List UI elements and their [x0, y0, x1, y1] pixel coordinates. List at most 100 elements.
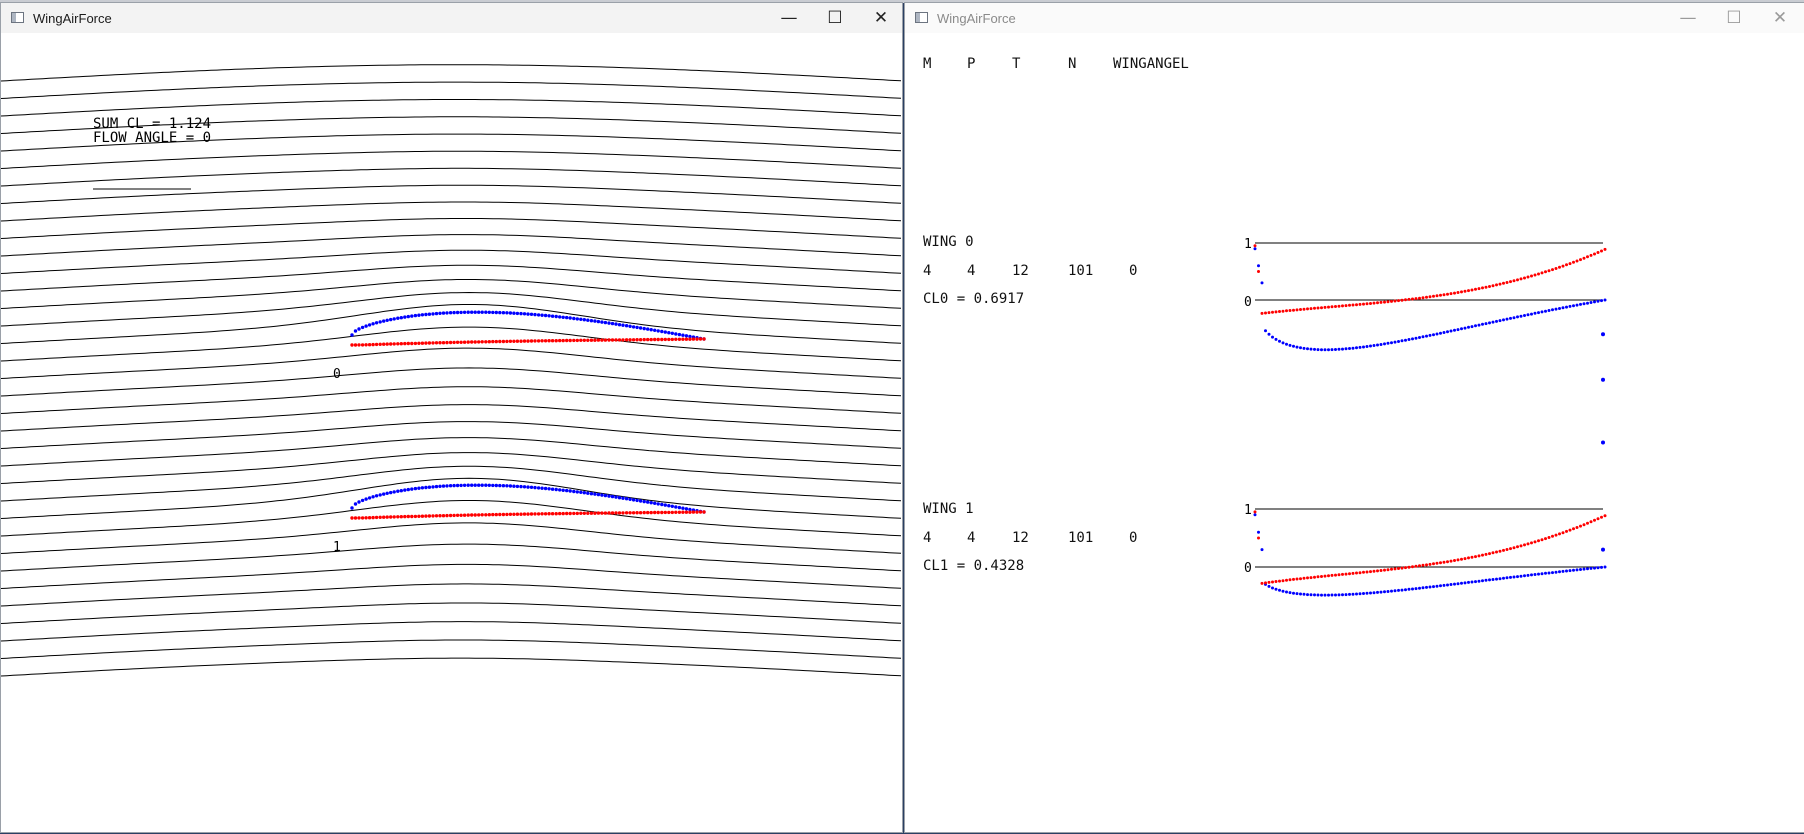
cp-point: [1369, 344, 1372, 348]
cp-point: [1565, 263, 1568, 267]
cp-point: [614, 511, 618, 515]
tick-label-0: 0: [1244, 295, 1252, 310]
cp-point: [1477, 323, 1481, 327]
cp-point: [543, 339, 548, 343]
streamlines: [1, 64, 902, 677]
minimize-button[interactable]: —: [780, 8, 798, 28]
cp-point: [1439, 293, 1442, 297]
cp-point: [1565, 529, 1568, 533]
cp-point: [1274, 580, 1278, 583]
cp-point: [389, 317, 393, 322]
tick-label-1: 1: [1244, 503, 1252, 518]
cp-point: [522, 485, 527, 489]
cp-point: [568, 316, 572, 320]
cp-point: [480, 310, 484, 314]
cp-point: [396, 316, 400, 320]
cp-point: [1327, 574, 1330, 578]
cp-point: [1288, 591, 1292, 595]
cp-point: [459, 513, 463, 517]
cp-point: [1372, 301, 1376, 305]
minimize-button[interactable]: —: [1679, 8, 1697, 28]
cp-point: [1554, 267, 1558, 270]
cp-point: [642, 499, 646, 504]
cp-point: [406, 314, 410, 319]
close-button[interactable]: ✕: [1772, 8, 1788, 28]
cp-point: [1271, 580, 1274, 584]
cp-point: [1523, 543, 1526, 547]
cp-point: [600, 493, 604, 497]
streamline: [1, 583, 902, 607]
cp-point: [1379, 343, 1383, 346]
cp-point: [360, 325, 365, 330]
cp-point: [1271, 586, 1274, 590]
cp-point: [674, 337, 678, 341]
cp-point: [1460, 327, 1463, 331]
cp-point: [494, 483, 498, 488]
cp-point: [589, 492, 594, 496]
cp-point: [487, 483, 491, 487]
cp-point: [1593, 518, 1596, 522]
cp-point: [653, 328, 657, 332]
cp-point: [498, 339, 502, 344]
cp-point: [1432, 562, 1435, 566]
cp-point: [1467, 289, 1470, 293]
cp-point: [1358, 571, 1362, 575]
cp-point: [455, 310, 460, 315]
cp-point: [533, 485, 537, 490]
cp-point: [1481, 322, 1484, 326]
cp-point: [431, 312, 435, 316]
cp-point: [1253, 513, 1257, 517]
cp-point: [1582, 523, 1586, 527]
cp-point: [1281, 341, 1285, 345]
cp-point: [1449, 559, 1453, 563]
cp-point: [572, 489, 576, 494]
cp-point: [1519, 544, 1523, 548]
header-m: M: [923, 56, 932, 72]
cp-point: [473, 483, 477, 487]
cp-point: [653, 337, 657, 342]
wing-1-angle: 0: [1129, 530, 1138, 546]
cp-point: [1320, 593, 1323, 597]
cp-point: [1341, 304, 1344, 308]
maximize-button[interactable]: ☐: [827, 8, 843, 28]
cp-point: [1568, 528, 1572, 532]
cp-point: [1386, 300, 1390, 304]
cp-point: [1397, 588, 1400, 592]
cp-point: [649, 328, 653, 332]
cp-point: [1456, 291, 1460, 294]
cp-point: [1260, 311, 1264, 315]
cp-point: [1428, 562, 1432, 566]
cp-point: [1589, 253, 1593, 257]
cp-point: [1365, 570, 1369, 574]
data-window-titlebar[interactable]: WingAirForce — ☐ ✕: [905, 3, 1804, 33]
cp-point: [1267, 584, 1271, 588]
streamline: [1, 218, 902, 239]
cp-point: [357, 343, 361, 347]
cp-point: [1302, 576, 1306, 580]
cp-point: [427, 312, 432, 316]
cp-point: [501, 484, 506, 488]
cp-point: [1285, 590, 1288, 594]
cp-point: [1330, 348, 1334, 352]
cp-point: [1421, 296, 1425, 300]
cp-point: [561, 315, 565, 319]
cp-point: [1390, 299, 1393, 303]
cp-point: [417, 486, 421, 490]
close-button[interactable]: ✕: [873, 8, 889, 28]
cp-point: [360, 516, 365, 520]
cp-point: [367, 343, 372, 347]
cp-point: [1316, 575, 1320, 579]
cp-point: [1477, 287, 1481, 291]
streamline: [1, 249, 902, 274]
cp-point: [617, 496, 622, 500]
cp-point: [1579, 568, 1582, 571]
cp-point: [670, 510, 674, 515]
cp-point: [374, 515, 379, 520]
cp-point: [1572, 527, 1575, 531]
cp-point: [1439, 561, 1442, 565]
cp-point: [1600, 249, 1603, 253]
flow-window-titlebar[interactable]: WingAirForce — ☐ ✕: [1, 3, 902, 33]
streamline: [1, 184, 902, 204]
maximize-button[interactable]: ☐: [1726, 8, 1742, 28]
cp-point: [1264, 329, 1267, 333]
